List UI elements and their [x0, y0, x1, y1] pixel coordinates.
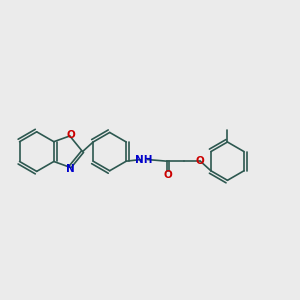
Text: N: N: [66, 164, 75, 173]
Text: NH: NH: [135, 154, 153, 165]
Text: O: O: [66, 130, 75, 140]
Text: O: O: [196, 156, 205, 166]
Text: O: O: [164, 169, 172, 180]
